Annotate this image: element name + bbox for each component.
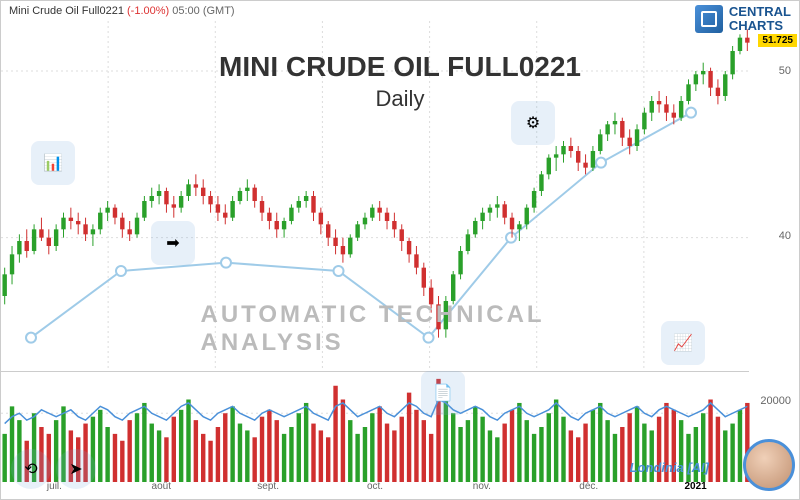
ticker-name: Mini Crude Oil Full0221 bbox=[9, 5, 124, 17]
avatar-icon[interactable] bbox=[743, 439, 795, 491]
price-change: (-1.00%) bbox=[127, 5, 169, 17]
x-tick: août bbox=[108, 481, 215, 499]
timestamp: 05:00 (GMT) bbox=[172, 5, 234, 17]
x-tick: déc. bbox=[535, 481, 642, 499]
logo-text: CENTRAL CHARTS bbox=[729, 5, 791, 34]
x-tick: nov. bbox=[428, 481, 535, 499]
y-axis: 51.725 4050 bbox=[749, 21, 799, 369]
chart-container: Mini Crude Oil Full0221 (-1.00%) 05:00 (… bbox=[0, 0, 800, 500]
x-tick: oct. bbox=[322, 481, 429, 499]
header-info: Mini Crude Oil Full0221 (-1.00%) 05:00 (… bbox=[9, 5, 235, 17]
y-tick: 50 bbox=[779, 65, 791, 77]
logo-icon bbox=[695, 5, 723, 33]
x-tick: sept. bbox=[215, 481, 322, 499]
price-chart[interactable] bbox=[1, 21, 749, 369]
price-svg bbox=[1, 21, 751, 371]
logo[interactable]: CENTRAL CHARTS bbox=[695, 5, 791, 34]
brand-mark: Londinia [AI] bbox=[630, 460, 709, 475]
x-axis: juil.aoûtsept.oct.nov.déc.2021 bbox=[1, 481, 749, 499]
x-tick: juil. bbox=[1, 481, 108, 499]
y-tick: 40 bbox=[779, 230, 791, 242]
header: Mini Crude Oil Full0221 (-1.00%) 05:00 (… bbox=[1, 1, 799, 38]
x-tick: 2021 bbox=[642, 481, 749, 499]
vol-tick: 20000 bbox=[760, 395, 791, 407]
